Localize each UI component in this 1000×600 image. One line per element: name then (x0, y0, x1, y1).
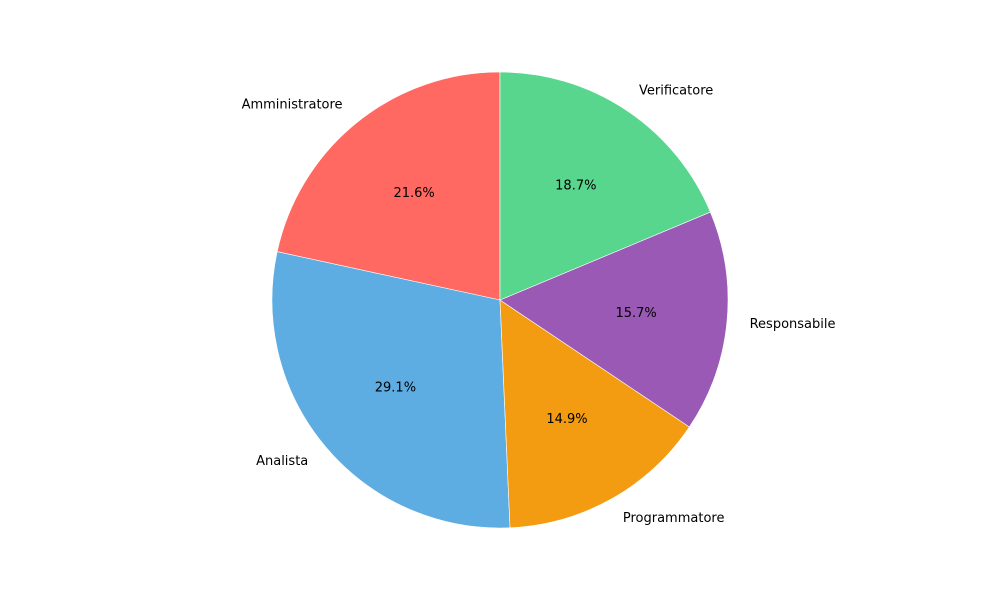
pie-percent-analista: 29.1% (375, 381, 416, 396)
pie-label-responsabile: Responsabile (750, 317, 836, 332)
pie-slice-responsabile (499, 211, 729, 428)
pie-labels: 21.6% Amministratore 29.1% Analista 14.9% Pro… (242, 84, 836, 526)
pie-slice-analista (271, 251, 511, 529)
pie-label-programmatore: Programmatore (623, 511, 725, 526)
pie-label-analista: Analista (256, 454, 308, 469)
pie-percent-verificatore: 18.7% (555, 179, 596, 194)
pie-slice-programmatore (499, 299, 690, 529)
pie-label-amministratore: Amministratore (242, 97, 343, 112)
pie-label-verificatore: Verificatore (639, 84, 713, 99)
pie-slices (271, 71, 729, 529)
pie-percent-programmatore: 14.9% (546, 412, 587, 427)
pie-percent-responsabile: 15.7% (615, 306, 656, 321)
pie-slice-verificatore (499, 71, 711, 301)
pie-percent-amministratore: 21.6% (393, 186, 434, 201)
pie-slice-amministratore (276, 71, 501, 301)
